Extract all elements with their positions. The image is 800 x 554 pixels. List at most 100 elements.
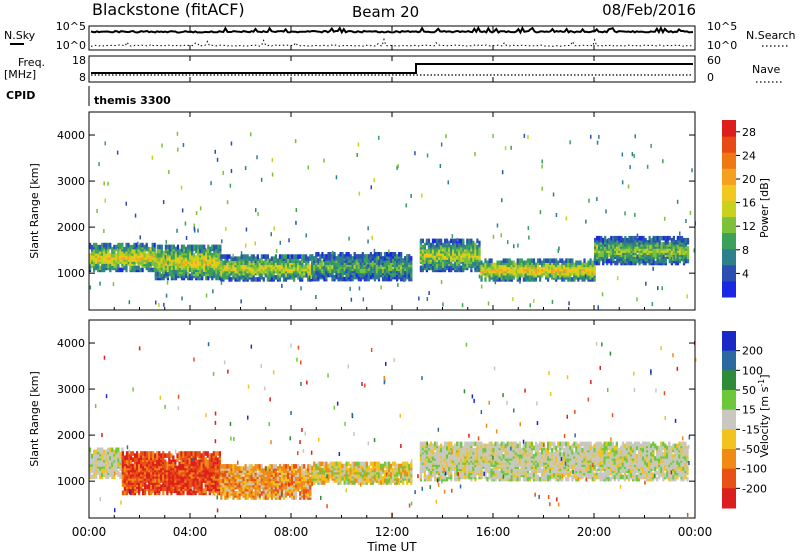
velocity-cell xyxy=(95,474,98,480)
power-cell xyxy=(319,254,322,259)
power-cell xyxy=(210,181,212,186)
power-cell xyxy=(577,260,580,266)
n-search-label: N.Search xyxy=(746,29,796,42)
power-cell xyxy=(203,244,206,250)
power-cell xyxy=(518,258,521,263)
power-cell xyxy=(390,252,393,257)
power-cell xyxy=(600,235,603,241)
power-cell xyxy=(670,246,673,251)
power-cell xyxy=(264,264,267,270)
power-cell xyxy=(201,271,204,277)
power-cell xyxy=(529,303,531,308)
velocity-cell xyxy=(188,451,191,456)
power-cell xyxy=(440,238,443,244)
freq-tick-high: 18 xyxy=(72,54,86,67)
power-cell xyxy=(105,242,108,248)
velocity-cell xyxy=(232,464,235,469)
power-cell xyxy=(164,257,167,262)
n-sky-tick-high: 10^5 xyxy=(56,20,86,33)
velocity-cell xyxy=(220,486,223,492)
power-cell xyxy=(654,260,657,266)
power-cell xyxy=(115,253,118,258)
velocity-cell xyxy=(133,453,137,458)
power-cell xyxy=(462,238,465,244)
power-cell xyxy=(522,260,525,266)
power-cell xyxy=(305,254,308,259)
velocity-cell xyxy=(105,474,108,480)
velocity-cell xyxy=(313,480,316,485)
power-cell xyxy=(514,262,517,268)
power-cell xyxy=(117,267,120,273)
velocity-cell xyxy=(258,464,261,469)
power-cell xyxy=(351,256,354,261)
power-cell xyxy=(591,260,594,266)
power-cell xyxy=(604,235,607,241)
power-cell xyxy=(158,248,161,254)
velocity-cell xyxy=(184,461,187,467)
power-cell xyxy=(662,235,665,241)
power-cell xyxy=(500,233,502,238)
power-cell xyxy=(454,244,457,250)
velocity-cell xyxy=(152,451,155,456)
velocity-cell xyxy=(240,466,243,471)
power-cell xyxy=(383,252,387,257)
velocity-cell xyxy=(97,468,100,473)
power-cell xyxy=(693,248,695,253)
station-title: Blackstone (fitACF) xyxy=(92,0,245,19)
velocity-cell xyxy=(190,459,193,465)
power-cell xyxy=(494,280,497,285)
power-cell xyxy=(530,262,534,268)
power-cell xyxy=(470,238,473,244)
velocity-cell xyxy=(202,463,205,469)
power-cell xyxy=(95,242,98,248)
velocity-cell xyxy=(107,447,110,453)
power-cell xyxy=(187,267,190,272)
power-cell xyxy=(305,233,307,238)
power-cell xyxy=(433,238,437,244)
power-cell xyxy=(104,141,106,146)
power-cell xyxy=(284,277,288,282)
power-cell xyxy=(180,185,183,190)
power-cell xyxy=(274,275,277,280)
power-cell xyxy=(107,242,110,248)
power-cell xyxy=(141,267,144,273)
power-cell xyxy=(628,256,631,262)
velocity-cell xyxy=(266,493,269,498)
velocity-cell xyxy=(278,468,282,473)
power-cell xyxy=(170,250,173,256)
power-cell xyxy=(370,185,372,190)
velocity-cell xyxy=(293,491,296,496)
power-cell xyxy=(650,143,652,148)
power-cell xyxy=(297,254,300,259)
power-cell xyxy=(403,278,405,283)
power-cell xyxy=(640,254,643,260)
power-cell xyxy=(402,274,405,280)
power-cell xyxy=(530,258,534,263)
power-cell xyxy=(421,238,424,244)
power-cell xyxy=(426,153,429,158)
power-cell xyxy=(221,239,223,244)
power-cell xyxy=(356,153,358,157)
power-cell xyxy=(618,235,621,241)
velocity-cell xyxy=(93,457,96,463)
power-colorbar-tick: 20 xyxy=(742,173,756,186)
power-cell xyxy=(176,228,178,233)
power-cell xyxy=(358,286,361,291)
power-cell xyxy=(287,258,290,263)
velocity-cell xyxy=(150,459,153,465)
power-cell xyxy=(674,260,677,266)
velocity-cell xyxy=(113,474,116,480)
power-cell xyxy=(180,275,184,281)
power-cell xyxy=(377,274,381,280)
power-cell xyxy=(524,274,526,279)
power-cell xyxy=(226,200,229,205)
power-cell xyxy=(676,235,679,241)
power-cell xyxy=(270,256,273,261)
power-cell xyxy=(220,254,223,259)
power-cell xyxy=(129,251,132,256)
velocity-cell xyxy=(220,464,223,469)
velocity-cell xyxy=(107,474,110,480)
power-cell xyxy=(273,226,275,231)
velocity-cell xyxy=(119,472,122,477)
power-cell xyxy=(99,281,101,286)
